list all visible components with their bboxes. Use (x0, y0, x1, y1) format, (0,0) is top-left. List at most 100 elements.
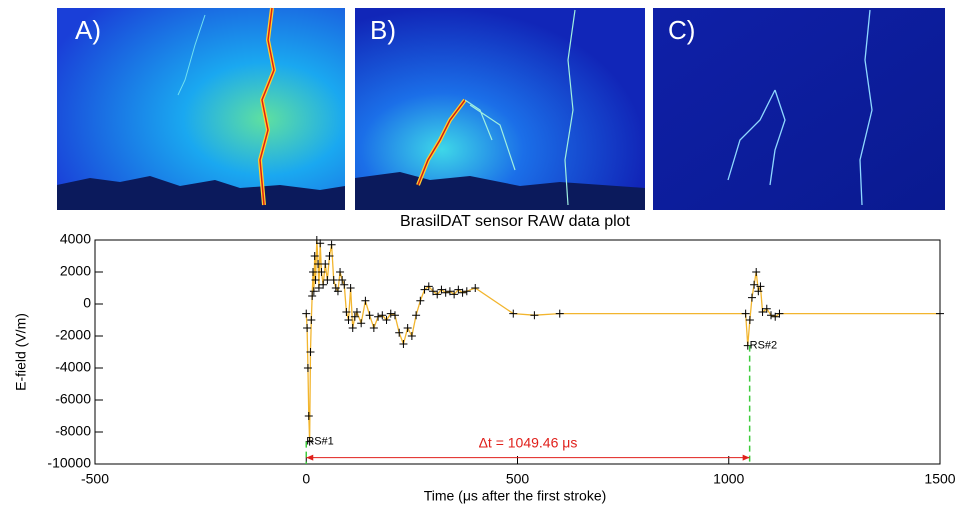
y-tick-label: -2000 (55, 327, 91, 343)
data-point (390, 311, 399, 320)
data-point (441, 288, 450, 297)
data-point (361, 296, 370, 305)
data-point (344, 316, 353, 324)
data-point (767, 311, 775, 320)
data-point (450, 290, 459, 299)
y-axis-label: E-field (V/m) (13, 313, 29, 391)
photo-a (57, 7, 345, 210)
interval-label: Δt = 1049.46 μs (479, 434, 578, 450)
data-point (433, 290, 442, 299)
data-point (437, 285, 446, 294)
data-point (416, 296, 425, 305)
stroke-label: RS#1 (306, 436, 334, 448)
data-point (311, 276, 320, 284)
data-point (342, 308, 351, 316)
data-point (454, 285, 463, 294)
data-point (771, 312, 780, 321)
data-point (333, 287, 342, 296)
data-point (747, 293, 756, 302)
x-tick-label: 500 (506, 471, 530, 487)
data-point (316, 239, 325, 248)
photo-b (355, 8, 645, 210)
data-point (348, 324, 357, 332)
data-point (429, 287, 437, 296)
data-point (325, 252, 334, 260)
data-point (321, 260, 330, 268)
data-point (317, 268, 326, 276)
data-point (319, 280, 328, 289)
x-tick-label: 1500 (924, 471, 955, 487)
data-point (327, 240, 336, 249)
data-point (403, 324, 412, 332)
data-point (374, 312, 383, 321)
y-tick-label: -4000 (55, 359, 91, 375)
data-point (399, 340, 408, 348)
data-point (352, 308, 361, 316)
data-point (303, 324, 312, 332)
data-point (338, 276, 347, 284)
data-point (314, 260, 323, 268)
data-point (745, 316, 754, 324)
data-point (308, 292, 317, 300)
data-point (743, 341, 752, 350)
y-tick-label: -10000 (47, 455, 91, 471)
data-point (754, 287, 763, 296)
data-point (741, 309, 750, 318)
y-tick-label: -8000 (55, 423, 91, 439)
y-tick-label: 2000 (60, 263, 91, 279)
data-point (471, 284, 480, 292)
x-tick-label: 0 (302, 471, 310, 487)
data-point (369, 324, 378, 332)
panel-label: C) (668, 15, 695, 45)
stroke-label: RS#2 (750, 340, 778, 352)
data-point (752, 268, 761, 276)
data-point (340, 280, 349, 289)
data-point (412, 311, 421, 320)
data-point (762, 304, 771, 313)
data-point (314, 284, 323, 292)
data-point (331, 284, 340, 292)
data-point (309, 287, 318, 296)
data-line (305, 239, 940, 442)
data-point (509, 309, 518, 318)
plot-frame (94, 239, 941, 465)
data-point (424, 282, 433, 291)
panel-label: B) (370, 15, 396, 45)
y-tick-label: -6000 (55, 391, 91, 407)
x-axis-label: Time (μs after the first stroke) (424, 488, 607, 504)
data-point (382, 316, 391, 324)
data-point (458, 288, 467, 297)
data-point (445, 287, 454, 296)
data-point (750, 280, 759, 289)
data-point (365, 311, 374, 320)
data-point (303, 364, 312, 372)
data-point (357, 319, 366, 328)
data-point (306, 348, 315, 356)
photo-c (653, 8, 945, 210)
data-point (307, 316, 316, 324)
data-point (530, 311, 539, 320)
x-tick-label: 1000 (713, 471, 744, 487)
data-point (555, 309, 564, 318)
data-point (775, 309, 784, 318)
data-point (312, 236, 321, 244)
data-point (407, 332, 416, 340)
data-point (302, 309, 311, 318)
chart-title: BrasilDAT sensor RAW data plot (400, 213, 631, 230)
data-point (336, 268, 345, 276)
data-point (310, 252, 319, 260)
panel-label: A) (75, 15, 101, 45)
data-point (329, 276, 338, 284)
data-point (420, 285, 429, 294)
y-tick-label: 4000 (60, 231, 91, 247)
data-point (758, 308, 767, 316)
data-point (309, 268, 318, 276)
data-point (936, 309, 944, 318)
data-point (395, 328, 404, 337)
data-point (304, 412, 313, 420)
data-point (350, 312, 359, 321)
x-tick-label: -500 (81, 471, 109, 487)
data-point (462, 287, 471, 296)
data-point (346, 284, 355, 292)
